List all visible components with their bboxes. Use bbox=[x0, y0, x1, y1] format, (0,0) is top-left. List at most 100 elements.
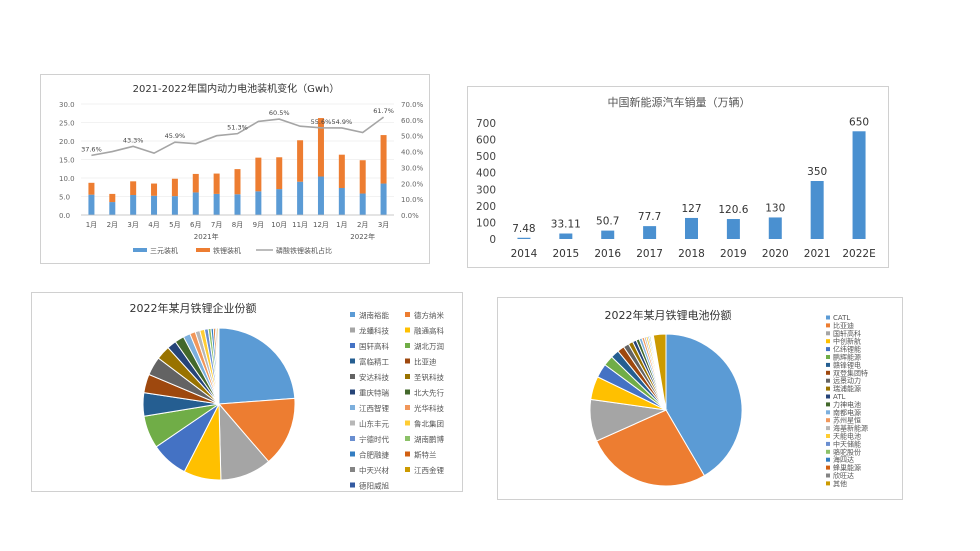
chart3-slice bbox=[217, 397, 296, 463]
chart3-legend-label: 安达科技 bbox=[359, 372, 389, 382]
chart3-legend-swatch bbox=[405, 451, 410, 457]
chart1-bar-lfp bbox=[130, 181, 137, 196]
chart3-legend-swatch bbox=[405, 312, 410, 317]
chart1-xtick: 2月 bbox=[357, 221, 368, 229]
chart1-xtick: 4月 bbox=[148, 221, 159, 229]
chart1-xtick: 11月 bbox=[292, 221, 308, 229]
chart3-legend-label: 圣钒科技 bbox=[414, 372, 444, 382]
chart4-legend-label: 中天储能 bbox=[833, 439, 861, 448]
chart2-title: 中国新能源汽车销量（万辆） bbox=[608, 95, 751, 109]
chart4-legend-label: 蜂巢能源 bbox=[833, 463, 861, 472]
chart3-legend-label: 合肥融捷 bbox=[359, 450, 389, 460]
chart3-legend-label: 湖南鹏博 bbox=[414, 434, 444, 444]
chart3-legend-swatch bbox=[350, 343, 355, 348]
chart4-legend-label: 骆驼股份 bbox=[833, 447, 861, 456]
chart2-bar bbox=[643, 226, 657, 239]
chart4-legend-swatch bbox=[826, 378, 830, 383]
chart1-legend-label: 磷酸铁锂装机占比 bbox=[276, 246, 332, 255]
chart-battery-installation: 2021-2022年国内动力电池装机变化（Gwh） 0.0 5.0 10.0 15.0… bbox=[40, 74, 430, 264]
chart1-xtick: 3月 bbox=[378, 221, 389, 229]
chart3-legend-swatch bbox=[405, 374, 410, 379]
chart1-ytick-right: 70.0% bbox=[401, 101, 424, 109]
chart4-legend-label: 南都电源 bbox=[833, 408, 861, 417]
chart3-legend-label: 北大先行 bbox=[414, 388, 444, 398]
chart1-ytick-right: 0.0% bbox=[401, 212, 419, 220]
chart-nev-sales: 中国新能源汽车销量（万辆） 0 100 200 300 400 500 600 700 7.48… bbox=[467, 86, 889, 268]
chart3-legend-swatch bbox=[405, 420, 410, 426]
chart3-legend-label: 山东丰元 bbox=[359, 419, 389, 429]
chart3-legend-label: 重庆特瑞 bbox=[359, 388, 389, 398]
chart4-legend-swatch bbox=[826, 386, 830, 391]
chart3-legend-swatch bbox=[405, 343, 410, 348]
chart2-bar bbox=[601, 230, 615, 239]
chart3-legend-label: 龙蟠科技 bbox=[359, 326, 389, 336]
chart3-legend-swatch bbox=[405, 358, 410, 364]
chart2-bar bbox=[726, 219, 740, 239]
chart3-legend-label: 富临精工 bbox=[359, 357, 389, 367]
chart4-legend-swatch bbox=[826, 441, 830, 446]
chart2-ytick: 600 bbox=[476, 135, 496, 147]
chart1-bar-lfp bbox=[276, 157, 283, 190]
chart2-xtick: 2021 bbox=[804, 248, 831, 260]
chart3-legend-label: 国轩高科 bbox=[359, 341, 389, 351]
chart4-legend-label: 天能电池 bbox=[833, 432, 861, 441]
chart3-title: 2022年某月铁锂企业份额 bbox=[130, 301, 257, 315]
chart2-xtick: 2017 bbox=[636, 248, 663, 260]
chart1-bar-lfp bbox=[359, 160, 366, 194]
chart4-legend-label: 赣锋锂电 bbox=[833, 360, 861, 369]
chart2-ytick: 200 bbox=[476, 201, 496, 213]
chart3-slice bbox=[218, 327, 296, 405]
chart3-legend-label: 德方纳米 bbox=[414, 310, 444, 320]
chart1-xtick: 6月 bbox=[190, 221, 201, 229]
chart3-legend-label: 光华科技 bbox=[414, 403, 444, 413]
chart1-ytick-left: 25.0 bbox=[59, 120, 75, 128]
chart1-xtick: 5月 bbox=[169, 221, 180, 229]
chart3-legend-label: 中天兴材 bbox=[359, 465, 389, 475]
chart4-legend-swatch bbox=[826, 410, 830, 415]
chart4-legend-swatch bbox=[826, 457, 830, 462]
chart4-legend-label: 双登集团特 bbox=[833, 368, 868, 377]
chart3-legend-swatch bbox=[405, 327, 410, 333]
chart3-legend-swatch bbox=[405, 436, 410, 441]
chart4-legend-swatch bbox=[826, 394, 830, 399]
chart1-bar-lfp bbox=[88, 182, 95, 195]
chart4-legend-label: CATL bbox=[833, 314, 850, 322]
chart2-xtick: 2022E bbox=[842, 248, 875, 260]
chart4-legend-label: 力神电池 bbox=[833, 400, 861, 409]
chart1-ytick-left: 10.0 bbox=[59, 175, 75, 183]
chart1-line-lfp-share bbox=[91, 116, 385, 157]
chart1-title: 2021-2022年国内动力电池装机变化（Gwh） bbox=[133, 82, 340, 95]
chart4-legend-label: 海四达 bbox=[833, 455, 854, 464]
chart3-legend-swatch bbox=[350, 436, 355, 441]
chart1-data-label: 43.3% bbox=[123, 136, 144, 144]
chart1-xtick: 10月 bbox=[271, 221, 287, 229]
chart1-xtick: 7月 bbox=[211, 221, 222, 229]
chart3-legend-swatch bbox=[350, 327, 355, 333]
chart2-value-label: 130 bbox=[765, 202, 785, 214]
chart3-legend-swatch bbox=[350, 467, 355, 472]
chart2-xtick: 2014 bbox=[511, 248, 538, 260]
chart3-legend-swatch bbox=[405, 405, 410, 410]
chart3-legend-swatch bbox=[350, 482, 355, 488]
chart4-legend-label: 鹏辉能源 bbox=[833, 353, 861, 362]
chart3-legend-swatch bbox=[405, 467, 410, 472]
chart2-value-label: 350 bbox=[807, 166, 827, 178]
chart4-legend-swatch bbox=[826, 402, 830, 407]
chart1-bar-lfp bbox=[338, 154, 345, 188]
chart2-xtick: 2016 bbox=[594, 248, 621, 260]
chart4-slice bbox=[652, 333, 667, 411]
chart3-legend-label: 湖北万润 bbox=[414, 341, 444, 351]
chart1-ytick-right: 10.0% bbox=[401, 196, 424, 204]
chart2-xtick: 2018 bbox=[678, 248, 705, 260]
chart3-legend-swatch bbox=[350, 358, 355, 364]
chart1-bar-lfp bbox=[151, 183, 158, 196]
chart1-xtick: 1月 bbox=[86, 221, 97, 229]
chart2-bar bbox=[810, 181, 824, 239]
chart1-bar-lfp bbox=[213, 173, 220, 194]
chart3-legend-swatch bbox=[350, 312, 355, 317]
chart4-legend-label: 其他 bbox=[833, 479, 847, 488]
chart4-title: 2022年某月铁锂电池份额 bbox=[605, 308, 732, 322]
chart1-data-label: 60.5% bbox=[269, 109, 290, 117]
chart2-value-label: 650 bbox=[849, 116, 869, 128]
